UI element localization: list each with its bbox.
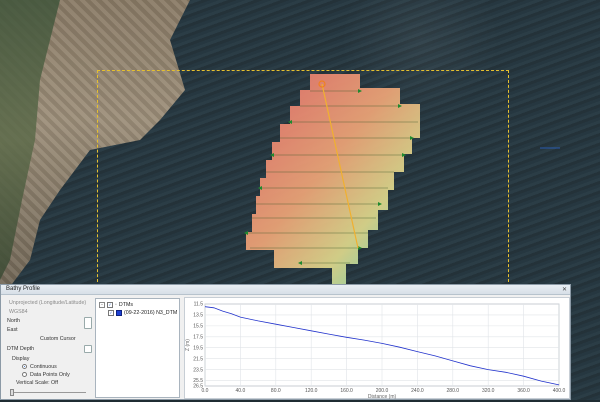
- y-axis-label: Z (m): [185, 339, 191, 351]
- dtm-depth-label: DTM Depth: [7, 346, 35, 352]
- dtm-surface: [246, 74, 420, 284]
- y-tick-label: 26.5: [193, 384, 203, 390]
- x-axis-label: Distance (m): [368, 394, 397, 400]
- y-tick-label: 13.5: [193, 313, 203, 319]
- y-tick-label: 25.5: [193, 378, 203, 384]
- cursor-settings-panel: Unprojected (Longitude/Latitude) WGS84 N…: [4, 299, 92, 399]
- survey-lines: [246, 90, 418, 264]
- x-tick-label: 240.0: [411, 388, 424, 394]
- x-tick-label: 200.0: [376, 388, 389, 394]
- dtm-depth-field[interactable]: [84, 345, 92, 353]
- collapse-icon[interactable]: −: [99, 302, 105, 308]
- coordinate-scroll[interactable]: [84, 317, 92, 329]
- continuous-radio[interactable]: [22, 364, 27, 369]
- close-icon[interactable]: ✕: [561, 287, 567, 293]
- data-points-label: Data Points Only: [30, 372, 70, 378]
- vertical-scale-slider[interactable]: [10, 389, 14, 396]
- y-tick-label: 11.5: [194, 302, 204, 308]
- profile-chart-panel: 0.0 40.0 80.0 120.0 160.0 200.0 240.0 280.0 320.…: [184, 297, 571, 400]
- folder-connector-icon: ▫: [115, 302, 117, 308]
- vertical-scale-track: [10, 392, 86, 393]
- x-tick-label: 360.0: [517, 388, 530, 394]
- x-tick-label: 320.0: [482, 388, 495, 394]
- depth-profile-line: [204, 306, 560, 386]
- survey-line-arrows: [244, 89, 414, 265]
- profile-chart[interactable]: 0.0 40.0 80.0 120.0 160.0 200.0 240.0 280.0 320.…: [185, 298, 571, 400]
- x-tick-label: 40.0: [236, 388, 246, 394]
- custom-cursor-label: Custom Cursor: [40, 336, 76, 342]
- x-tick-label: 160.0: [340, 388, 353, 394]
- tree-item-label: (09-22-2016) N3_DTM: [124, 310, 178, 316]
- x-tick-label: 400.0: [553, 388, 566, 394]
- y-tick-label: 21.5: [193, 356, 203, 362]
- x-tick-label: 280.0: [447, 388, 460, 394]
- datum-label: WGS84: [9, 309, 28, 315]
- color-swatch-icon: [116, 310, 122, 316]
- x-tick-label: 120.0: [305, 388, 318, 394]
- tree-item-label: DTMs: [118, 302, 134, 308]
- checkbox-icon[interactable]: ✓: [108, 310, 114, 316]
- tree-item-dtm[interactable]: ✓ (09-22-2016) N3_DTM: [108, 310, 177, 316]
- x-tick-label: 0.0: [202, 388, 209, 394]
- data-points-radio[interactable]: [22, 372, 27, 377]
- profile-start-handle[interactable]: [318, 80, 326, 88]
- coord-system-label: Unprojected (Longitude/Latitude): [9, 300, 87, 306]
- window-titlebar[interactable]: Bathy Profile ✕: [1, 285, 570, 295]
- north-label: North: [7, 318, 20, 324]
- checkbox-icon[interactable]: ✓: [107, 302, 113, 308]
- display-label: Display: [12, 356, 30, 362]
- vertical-scale-label: Vertical Scale: Off: [16, 380, 59, 386]
- y-tick-label: 17.5: [193, 335, 203, 341]
- east-label: East: [7, 327, 18, 333]
- continuous-label: Continuous: [30, 364, 57, 370]
- window-title: Bathy Profile: [6, 286, 41, 292]
- y-tick-label: 23.5: [193, 367, 203, 373]
- dtm-tree-panel: − ✓ ▫ DTMs ✓ (09-22-2016) N3_DTM: [95, 298, 180, 398]
- tree-item-dtms[interactable]: − ✓ ▫ DTMs: [99, 302, 133, 308]
- y-tick-label: 19.5: [193, 345, 203, 351]
- y-tick-label: 15.5: [193, 324, 203, 330]
- x-tick-label: 80.0: [271, 388, 281, 394]
- profile-line[interactable]: [321, 83, 359, 249]
